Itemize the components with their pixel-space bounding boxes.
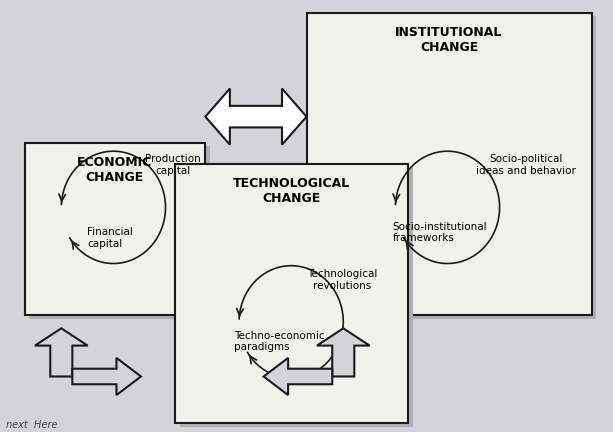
Text: ECONOMIC
CHANGE: ECONOMIC CHANGE (77, 156, 153, 184)
Bar (306, 13, 592, 315)
Text: Technological
revolutions: Technological revolutions (306, 269, 377, 290)
Bar (180, 168, 413, 427)
Polygon shape (205, 89, 306, 145)
Polygon shape (35, 328, 88, 377)
Text: Techno-economic
paradigms: Techno-economic paradigms (234, 331, 324, 353)
Bar (25, 143, 205, 315)
Polygon shape (264, 358, 332, 395)
Text: next  Here: next Here (6, 420, 58, 430)
Text: Production
capital: Production capital (145, 154, 200, 176)
Bar (311, 16, 596, 319)
Text: Socio-political
ideas and behavior: Socio-political ideas and behavior (476, 154, 576, 176)
Text: INSTITUTIONAL
CHANGE: INSTITUTIONAL CHANGE (395, 26, 503, 54)
Polygon shape (72, 358, 141, 395)
Bar (29, 146, 210, 319)
Polygon shape (317, 328, 370, 377)
Text: Socio-institutional
frameworks: Socio-institutional frameworks (393, 222, 487, 244)
Bar (175, 164, 408, 423)
Text: Financial
capital: Financial capital (87, 227, 133, 249)
Text: TECHNOLOGICAL
CHANGE: TECHNOLOGICAL CHANGE (232, 177, 350, 205)
